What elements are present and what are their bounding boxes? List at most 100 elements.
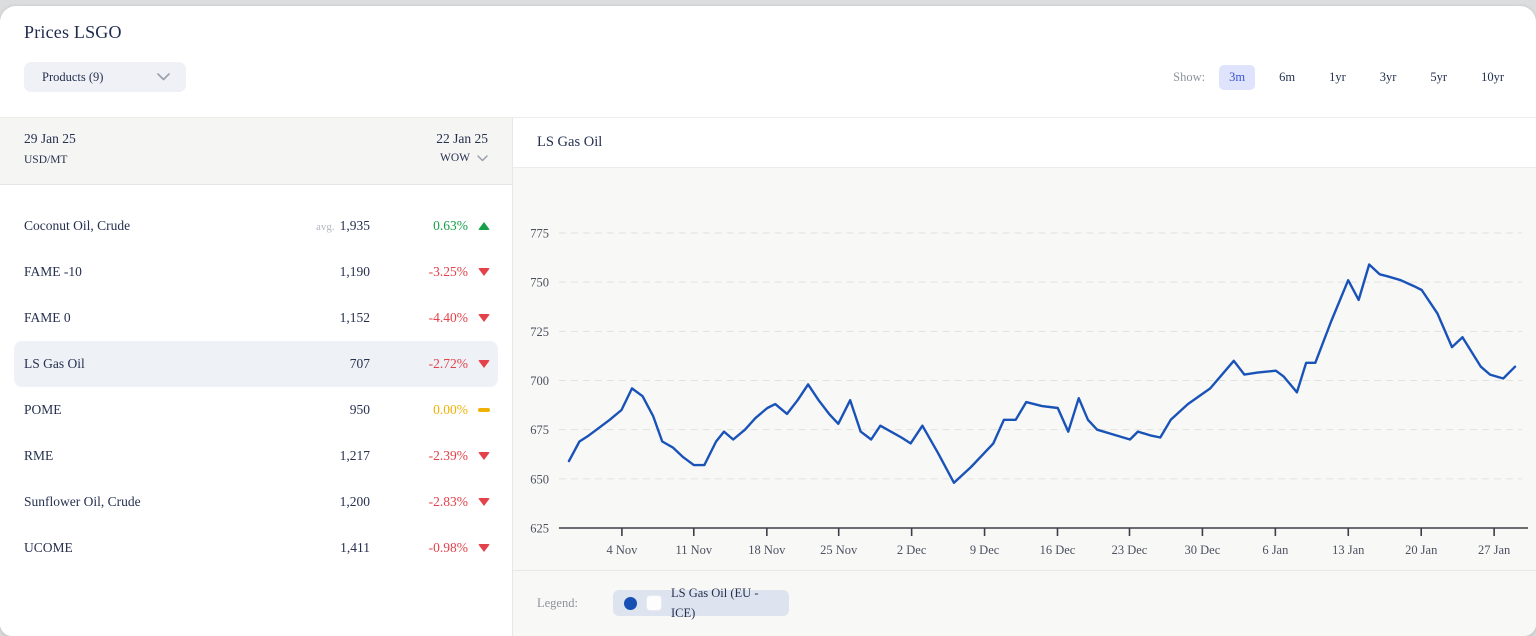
table-row-fame-0[interactable]: FAME 0 1,152 -4.40% — [14, 295, 498, 341]
products-dropdown[interactable]: Products (9) — [24, 62, 186, 92]
triangle-down-icon — [478, 360, 490, 368]
chart-title: LS Gas Oil — [513, 118, 1536, 168]
avg-prefix: avg. — [315, 221, 335, 233]
svg-text:23 Dec: 23 Dec — [1112, 543, 1148, 557]
product-price: 950 — [349, 402, 370, 417]
time-range-selector: Show: 3m 6m 1yr 3yr 5yr 10yr — [1173, 62, 1514, 92]
price-chart-canvas[interactable]: 625 650 675 700 725 750 775 4 Nov 11 Nov 18 Nov 25… — [513, 168, 1536, 570]
product-name: RME — [24, 448, 54, 463]
svg-text:6 Jan: 6 Jan — [1262, 543, 1289, 557]
table-header-right: 22 Jan 25 WOW — [436, 131, 488, 184]
change-percent: 0.63% — [433, 218, 468, 233]
product-row-list: Coconut Oil, Crude avg. 1,935 0.63% FAME -10… — [0, 185, 512, 636]
change-percent: -2.83% — [428, 494, 468, 509]
wow-dropdown-label: WOW — [439, 152, 470, 164]
table-header-left: 29 Jan 25 USD/MT — [24, 131, 76, 184]
change-percent: -2.72% — [428, 356, 468, 371]
triangle-down-icon — [478, 544, 490, 552]
triangle-down-icon — [468, 544, 490, 552]
svg-text:20 Jan: 20 Jan — [1405, 543, 1438, 557]
svg-text:13 Jan: 13 Jan — [1332, 543, 1365, 557]
legend-label: Legend: — [537, 596, 578, 610]
change-percent: -3.25% — [428, 264, 468, 279]
range-chip-3yr[interactable]: 3yr — [1379, 69, 1397, 84]
triangle-down-icon — [468, 360, 490, 368]
table-row-rme[interactable]: RME 1,217 -2.39% — [14, 433, 498, 479]
svg-text:30 Dec: 30 Dec — [1185, 543, 1221, 557]
current-date-label: 29 Jan 25 — [24, 131, 76, 146]
product-price: 1,217 — [339, 448, 370, 463]
product-price: 1,411 — [340, 540, 370, 555]
product-name: POME — [24, 402, 62, 417]
triangle-up-icon — [468, 222, 490, 230]
wow-dropdown[interactable]: WOW — [436, 152, 488, 164]
triangle-down-icon — [468, 452, 490, 460]
triangle-down-icon — [468, 268, 490, 276]
change-percent: -0.98% — [428, 540, 468, 555]
range-chip-10yr[interactable]: 10yr — [1481, 69, 1504, 84]
svg-text:4 Nov: 4 Nov — [606, 543, 638, 557]
dash-flat-icon — [468, 408, 490, 412]
range-chip-3m[interactable]: 3m — [1219, 64, 1256, 90]
range-chip-list: 3m 6m 1yr 3yr 5yr 10yr — [1219, 64, 1514, 90]
svg-text:700: 700 — [530, 374, 549, 388]
triangle-down-icon — [478, 314, 490, 322]
product-name: FAME 0 — [24, 310, 71, 325]
range-chip-6m[interactable]: 6m — [1279, 69, 1296, 84]
dash-flat-icon — [478, 408, 490, 412]
page-title: Prices LSGO — [24, 22, 122, 42]
svg-text:16 Dec: 16 Dec — [1040, 543, 1076, 557]
product-name: Coconut Oil, Crude — [24, 218, 131, 233]
triangle-down-icon — [478, 498, 490, 506]
products-dropdown-label: Products (9) — [42, 69, 104, 84]
triangle-down-icon — [478, 268, 490, 276]
svg-text:2 Dec: 2 Dec — [897, 543, 927, 557]
product-name: UCOME — [24, 540, 73, 555]
table-row-coconut-oil-crude[interactable]: Coconut Oil, Crude avg. 1,935 0.63% — [14, 203, 498, 249]
svg-text:27 Jan: 27 Jan — [1478, 543, 1511, 557]
chevron-down-icon — [477, 154, 488, 161]
triangle-down-icon — [468, 314, 490, 322]
triangle-down-icon — [478, 452, 490, 460]
table-row-ucome[interactable]: UCOME 1,411 -0.98% — [14, 525, 498, 571]
legend-bar: Legend: LS Gas Oil (EU - ICE) — [513, 570, 1536, 636]
chart-panel: LS Gas Oil 625 650 675 700 725 750 775 4 Nov 11 … — [512, 118, 1536, 636]
table-header: 29 Jan 25 USD/MT 22 Jan 25 WOW — [0, 118, 512, 185]
prices-table-panel: 29 Jan 25 USD/MT 22 Jan 25 WOW Coconut O… — [0, 118, 512, 636]
table-row-pome[interactable]: POME 950 0.00% — [14, 387, 498, 433]
range-chip-1yr[interactable]: 1yr — [1329, 69, 1346, 84]
svg-text:750: 750 — [530, 276, 549, 290]
svg-text:18 Nov: 18 Nov — [748, 543, 786, 557]
series-color-dot-icon — [624, 596, 637, 610]
svg-text:25 Nov: 25 Nov — [820, 543, 858, 557]
product-name: Sunflower Oil, Crude — [24, 494, 141, 509]
svg-text:650: 650 — [530, 472, 549, 486]
product-name: LS Gas Oil — [24, 356, 85, 371]
table-row-sunflower-oil-crude[interactable]: Sunflower Oil, Crude 1,200 -2.83% — [14, 479, 498, 525]
product-price: 1,200 — [339, 494, 370, 509]
product-price: avg. 1,935 — [315, 218, 370, 233]
change-percent: 0.00% — [433, 402, 468, 417]
unit-label: USD/MT — [24, 154, 68, 166]
table-row-ls-gas-oil[interactable]: LS Gas Oil 707 -2.72% — [14, 341, 498, 387]
product-name: FAME -10 — [24, 264, 82, 279]
svg-text:775: 775 — [530, 226, 549, 240]
range-chip-5yr[interactable]: 5yr — [1430, 69, 1448, 84]
product-price: 707 — [349, 356, 370, 371]
legend-checkbox[interactable] — [646, 595, 662, 611]
main-split: 29 Jan 25 USD/MT 22 Jan 25 WOW Coconut O… — [0, 118, 1536, 636]
table-row-fame-10[interactable]: FAME -10 1,190 -3.25% — [14, 249, 498, 295]
prices-card: Prices LSGO Products (9) Show: 3m 6m 1yr 3y… — [0, 6, 1536, 636]
product-price: 1,152 — [339, 310, 370, 325]
comparison-date-label: 22 Jan 25 — [436, 131, 488, 146]
legend-series-label: LS Gas Oil (EU - ICE) — [671, 586, 759, 620]
svg-text:9 Dec: 9 Dec — [970, 543, 1000, 557]
svg-text:625: 625 — [530, 521, 549, 535]
svg-text:675: 675 — [530, 423, 549, 437]
show-label: Show: — [1173, 69, 1206, 84]
legend-pill[interactable]: LS Gas Oil (EU - ICE) — [613, 586, 789, 620]
change-percent: -2.39% — [428, 448, 468, 463]
triangle-up-icon — [478, 222, 490, 230]
svg-text:725: 725 — [530, 325, 549, 339]
triangle-down-icon — [468, 498, 490, 506]
